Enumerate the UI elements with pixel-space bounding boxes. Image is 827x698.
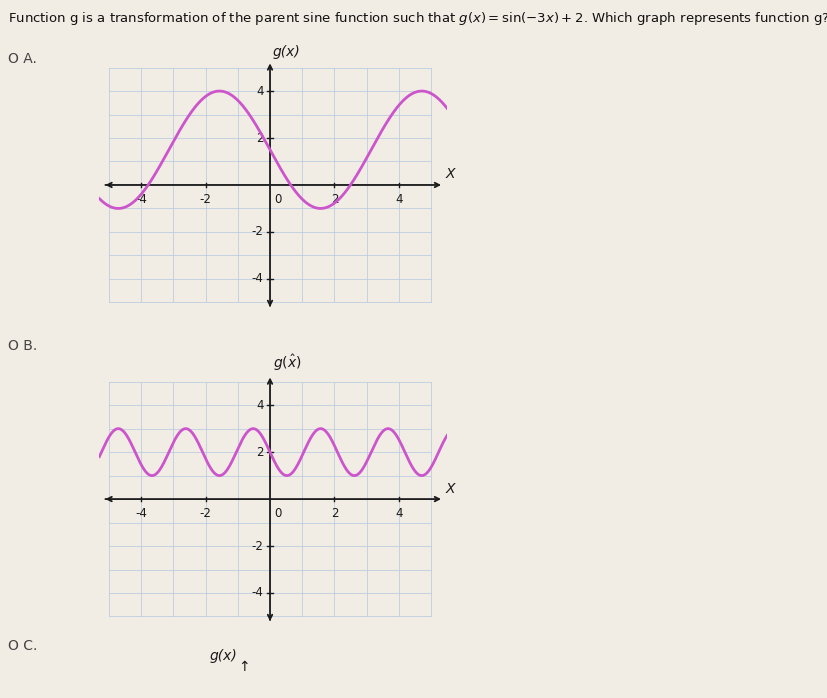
Text: 4: 4 xyxy=(256,399,263,412)
Text: 4: 4 xyxy=(394,193,402,206)
Text: O B.: O B. xyxy=(8,339,37,352)
Text: ↑: ↑ xyxy=(238,660,250,674)
Text: X: X xyxy=(445,168,455,181)
Text: -2: -2 xyxy=(199,193,212,206)
Text: X: X xyxy=(445,482,455,496)
Text: 0: 0 xyxy=(274,193,281,206)
Text: -4: -4 xyxy=(251,586,263,600)
Text: 4: 4 xyxy=(394,507,402,520)
Text: -2: -2 xyxy=(251,540,263,553)
Text: g(x): g(x) xyxy=(272,45,300,59)
Text: 2: 2 xyxy=(330,193,337,206)
Text: 2: 2 xyxy=(256,131,263,144)
Text: -4: -4 xyxy=(135,507,147,520)
Text: g(x): g(x) xyxy=(209,649,237,663)
Text: O A.: O A. xyxy=(8,52,37,66)
Text: $g(\hat{x})$: $g(\hat{x})$ xyxy=(272,353,301,373)
Text: -4: -4 xyxy=(251,272,263,285)
Text: -2: -2 xyxy=(251,225,263,239)
Text: 4: 4 xyxy=(256,84,263,98)
Text: 0: 0 xyxy=(274,507,281,520)
Text: -2: -2 xyxy=(199,507,212,520)
Text: 2: 2 xyxy=(256,445,263,459)
Text: O C.: O C. xyxy=(8,639,37,653)
Text: -4: -4 xyxy=(135,193,147,206)
Text: 2: 2 xyxy=(330,507,337,520)
Text: Function g is a transformation of the parent sine function such that $g(x) = \si: Function g is a transformation of the pa… xyxy=(8,10,827,27)
